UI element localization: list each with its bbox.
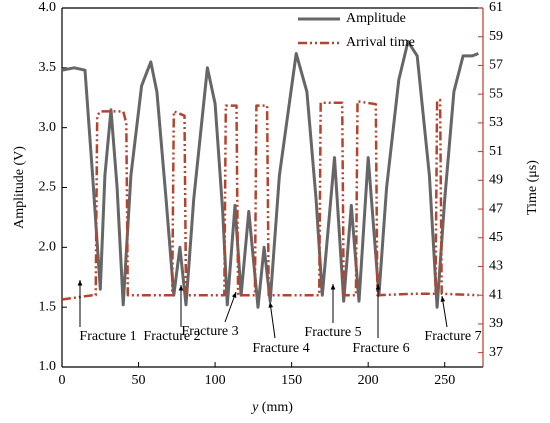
annotation-arrowhead: [77, 280, 83, 286]
y2-tick-label: 45: [489, 230, 503, 245]
x-tick-label: 150: [281, 373, 302, 388]
y-axis-label: Amplitude (V): [12, 146, 27, 229]
y2-tick-label: 47: [489, 201, 503, 216]
y2-tick-label: 37: [489, 345, 503, 360]
y-tick-label: 1.5: [39, 299, 57, 314]
annotation-label: Fracture 5: [304, 325, 361, 340]
y2-tick-label: 39: [489, 316, 503, 331]
y2-tick-label: 49: [489, 173, 503, 188]
annotation-arrowhead: [440, 296, 446, 302]
annotation-label: Fracture 2: [143, 329, 200, 344]
annotation-arrow: [269, 301, 276, 339]
x-axis-label: y (mm): [250, 400, 293, 415]
y-tick-label: 2.0: [39, 240, 57, 255]
annotation-arrowhead: [330, 284, 336, 290]
x-axis-label-unit: (mm): [262, 400, 293, 415]
series-line: [61, 98, 479, 301]
annotation-label: Fracture 1: [79, 329, 136, 344]
y-tick-label: 4.0: [39, 0, 57, 15]
x-tick-label: 250: [434, 373, 455, 388]
x-tick-label: 50: [132, 373, 146, 388]
annotation-arrowhead: [231, 292, 237, 298]
y2-tick-label: 57: [489, 58, 503, 73]
y-tick-label: 3.0: [39, 120, 57, 135]
annotation-label: Fracture 6: [352, 341, 409, 356]
y2-tick-label: 51: [489, 144, 503, 159]
annotation-label: Fracture 3: [181, 324, 238, 339]
y2-tick-label: 43: [489, 259, 503, 274]
y2-axis-label: Time (μs): [525, 160, 540, 215]
series-line: [61, 40, 479, 309]
x-tick-label: 0: [59, 373, 66, 388]
y-tick-label: 2.5: [39, 180, 57, 195]
legend-label: Amplitude: [346, 11, 406, 26]
annotation-label: Fracture 7: [424, 329, 481, 344]
annotation-arrowhead: [268, 302, 274, 308]
y-tick-label: 3.5: [39, 60, 57, 75]
annotation-arrowhead: [178, 285, 184, 291]
y2-tick-label: 61: [489, 0, 503, 15]
y2-tick-label: 41: [489, 287, 503, 302]
y-tick-label: 1.0: [39, 359, 57, 374]
x-axis-label-var: y: [250, 400, 259, 415]
legend-label: Arrival time: [346, 35, 415, 50]
x-tick-label: 200: [358, 373, 379, 388]
y2-tick-label: 59: [489, 29, 503, 44]
annotation-arrowhead: [375, 284, 381, 290]
y2-tick-label: 55: [489, 86, 503, 101]
annotation-label: Fracture 4: [252, 341, 309, 356]
y2-tick-label: 53: [489, 115, 503, 130]
x-tick-label: 100: [205, 373, 226, 388]
